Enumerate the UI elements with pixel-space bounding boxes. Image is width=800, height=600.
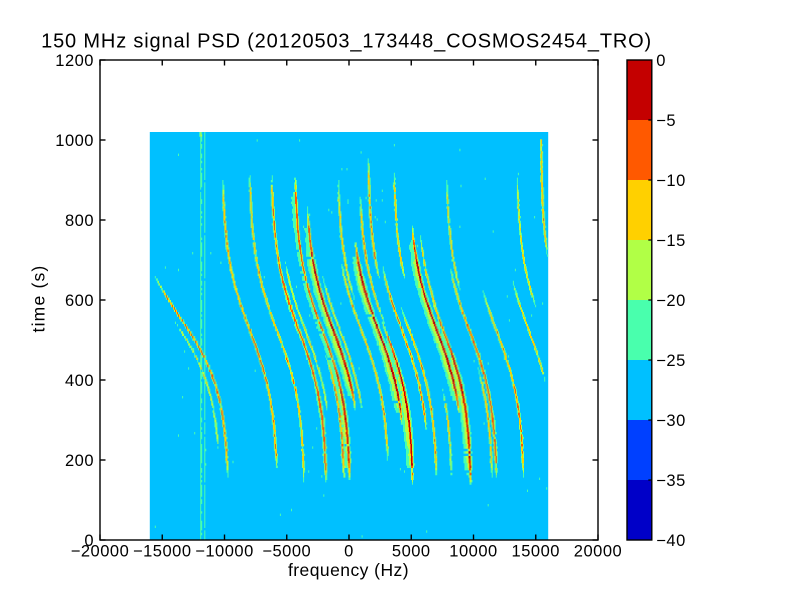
svg-text:time (s): time (s)	[29, 265, 49, 333]
svg-text:frequency (Hz): frequency (Hz)	[288, 560, 409, 580]
svg-text:−40: −40	[656, 532, 686, 550]
svg-text:20000: 20000	[574, 543, 622, 561]
svg-text:0: 0	[84, 532, 94, 550]
svg-text:15000: 15000	[512, 543, 560, 561]
svg-text:−5: −5	[656, 112, 676, 130]
svg-text:400: 400	[65, 372, 94, 390]
svg-text:1200: 1200	[55, 52, 94, 70]
svg-text:−10: −10	[656, 172, 686, 190]
svg-text:−25: −25	[656, 352, 686, 370]
svg-text:−15000: −15000	[133, 543, 192, 561]
svg-text:−35: −35	[656, 472, 686, 490]
svg-text:−30: −30	[656, 412, 686, 430]
svg-text:600: 600	[65, 292, 94, 310]
svg-text:200: 200	[65, 452, 94, 470]
svg-text:10000: 10000	[449, 543, 497, 561]
svg-text:5000: 5000	[392, 543, 431, 561]
svg-text:−10000: −10000	[195, 543, 254, 561]
svg-text:1000: 1000	[55, 132, 94, 150]
svg-text:−15: −15	[656, 232, 686, 250]
svg-text:−5000: −5000	[262, 543, 311, 561]
svg-text:0: 0	[656, 52, 666, 70]
svg-text:−20: −20	[656, 292, 686, 310]
svg-text:150 MHz signal PSD (20120503_1: 150 MHz signal PSD (20120503_173448_COSM…	[41, 31, 652, 53]
svg-text:800: 800	[65, 212, 94, 230]
svg-text:0: 0	[344, 543, 354, 561]
svg-text:−20000: −20000	[71, 543, 130, 561]
